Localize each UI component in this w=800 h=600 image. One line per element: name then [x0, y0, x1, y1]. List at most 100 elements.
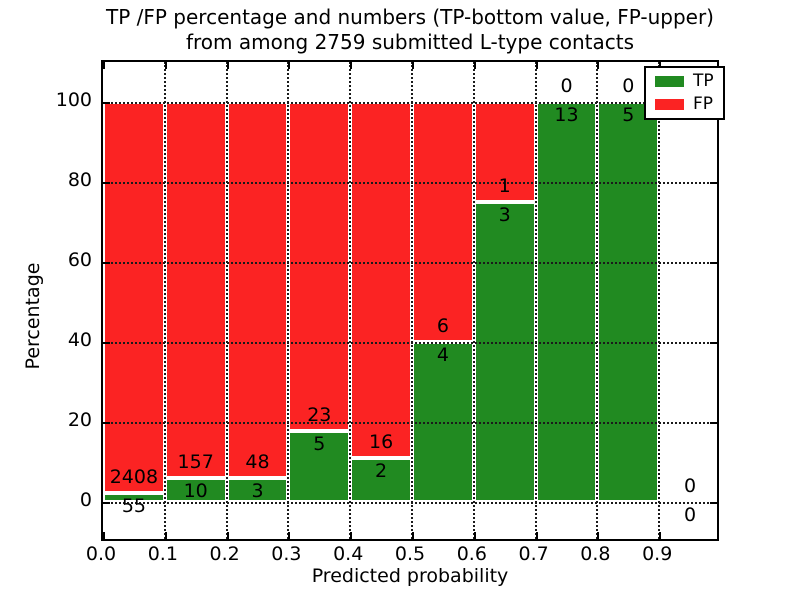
h-gridline [103, 262, 717, 264]
h-gridline [103, 182, 717, 184]
fp-count-label: 48 [245, 451, 270, 474]
tp-count-label: 5 [622, 104, 635, 126]
fp-count-label: 1 [498, 175, 511, 197]
x-tick-mark [535, 532, 538, 539]
fp-color-swatch [655, 99, 684, 110]
y-tick-mark [103, 502, 110, 504]
bar-tp-segment [288, 430, 351, 502]
x-tick-mark [597, 62, 600, 69]
fp-count-label: 16 [369, 430, 394, 453]
bar-fp-segment [288, 102, 351, 431]
x-tick-mark [288, 532, 291, 539]
tp-color-swatch [655, 76, 684, 87]
y-tick-label: 80 [67, 169, 92, 191]
h-gridline [103, 342, 717, 344]
legend-item-fp: FP [655, 96, 714, 113]
chart-title: TP /FP percentage and numbers (TP-bottom… [101, 5, 719, 55]
x-tick-mark [103, 62, 105, 69]
x-tick-mark [412, 62, 414, 69]
v-gridline [349, 62, 352, 539]
x-tick-label: 0.1 [147, 543, 178, 565]
v-gridline [287, 62, 290, 539]
x-tick-label: 0.4 [333, 543, 364, 565]
x-tick-mark [659, 62, 662, 69]
bar-tp-segment [350, 457, 412, 502]
legend: TP FP [644, 66, 725, 120]
h-gridline [103, 502, 717, 504]
tp-count-label: 13 [554, 104, 579, 126]
y-tick-mark [103, 102, 110, 104]
tp-count-label: 3 [498, 204, 511, 226]
fp-count-label: 157 [177, 451, 214, 474]
y-tick-label: 0 [79, 489, 92, 511]
h-gridline [103, 422, 717, 424]
bar-fp-segment [226, 102, 289, 479]
x-axis-label: Predicted probability [311, 565, 509, 587]
x-tick-mark [659, 532, 662, 539]
y-axis-label: Percentage [22, 262, 44, 370]
v-gridline [411, 62, 413, 539]
chart-title-line2: from among 2759 submitted L-type contact… [185, 30, 635, 54]
x-tick-mark [473, 62, 476, 69]
legend-item-tp: TP [655, 73, 714, 90]
x-tick-mark [164, 532, 167, 539]
bar-fp-segment [103, 102, 165, 494]
y-tick-mark [710, 502, 717, 504]
x-tick-mark [597, 532, 600, 539]
fp-count-label: 0 [622, 75, 635, 97]
tp-count-label: 0 [684, 504, 697, 526]
fp-count-label: 6 [436, 315, 449, 337]
fp-count-label: 0 [684, 475, 697, 497]
x-tick-mark [412, 532, 414, 539]
x-tick-mark [288, 62, 291, 69]
x-tick-label: 0.3 [271, 543, 302, 565]
fp-count-label: 2408 [109, 466, 159, 489]
tp-count-label: 2 [375, 459, 388, 482]
chart-title-line1: TP /FP percentage and numbers (TP-bottom… [106, 5, 714, 29]
plot-area: 2408 55 157 10 48 3 23 5 16 2 6 4 1 3 0 13 0 5 0 0 [101, 60, 719, 541]
y-tick-mark [710, 422, 717, 424]
x-tick-mark [350, 532, 353, 539]
x-tick-mark [226, 532, 229, 539]
y-tick-mark [103, 182, 110, 184]
bar-tp-segment [535, 102, 598, 502]
x-tick-label: 0.2 [209, 543, 240, 565]
y-tick-mark [103, 342, 110, 344]
tp-count-label: 5 [313, 432, 326, 455]
v-gridline [472, 62, 475, 539]
fp-count-label: 23 [307, 403, 332, 426]
y-tick-mark [103, 262, 110, 264]
x-tick-label: 0.5 [394, 543, 426, 565]
x-tick-label: 0.6 [456, 543, 487, 565]
v-gridline [163, 62, 166, 539]
y-tick-mark [103, 422, 110, 424]
h-gridline [103, 102, 717, 104]
tp-count-label: 55 [121, 495, 146, 518]
y-tick-mark [710, 262, 717, 264]
x-tick-label: 0.0 [85, 543, 117, 565]
x-tick-mark [103, 532, 105, 539]
legend-label-tp: TP [693, 71, 714, 91]
x-tick-mark [164, 62, 167, 69]
y-tick-mark [710, 342, 717, 344]
v-gridline [534, 62, 537, 539]
bar-fp-segment [350, 102, 412, 458]
y-tick-label: 60 [67, 249, 92, 271]
x-tick-label: 0.7 [518, 543, 549, 565]
x-tick-mark [226, 62, 229, 69]
v-gridline [596, 62, 599, 539]
bar-tp-segment [597, 102, 660, 502]
x-tick-label: 0.8 [580, 543, 611, 565]
x-tick-mark [473, 532, 476, 539]
v-gridline [225, 62, 228, 539]
tp-count-label: 3 [251, 480, 264, 503]
y-tick-mark [710, 182, 717, 184]
fp-count-label: 0 [560, 75, 573, 97]
legend-label-fp: FP [693, 94, 714, 114]
y-tick-label: 20 [67, 409, 92, 431]
x-tick-mark [535, 62, 538, 69]
v-gridline [658, 62, 661, 539]
x-tick-mark [350, 62, 353, 69]
tp-count-label: 10 [183, 480, 208, 503]
